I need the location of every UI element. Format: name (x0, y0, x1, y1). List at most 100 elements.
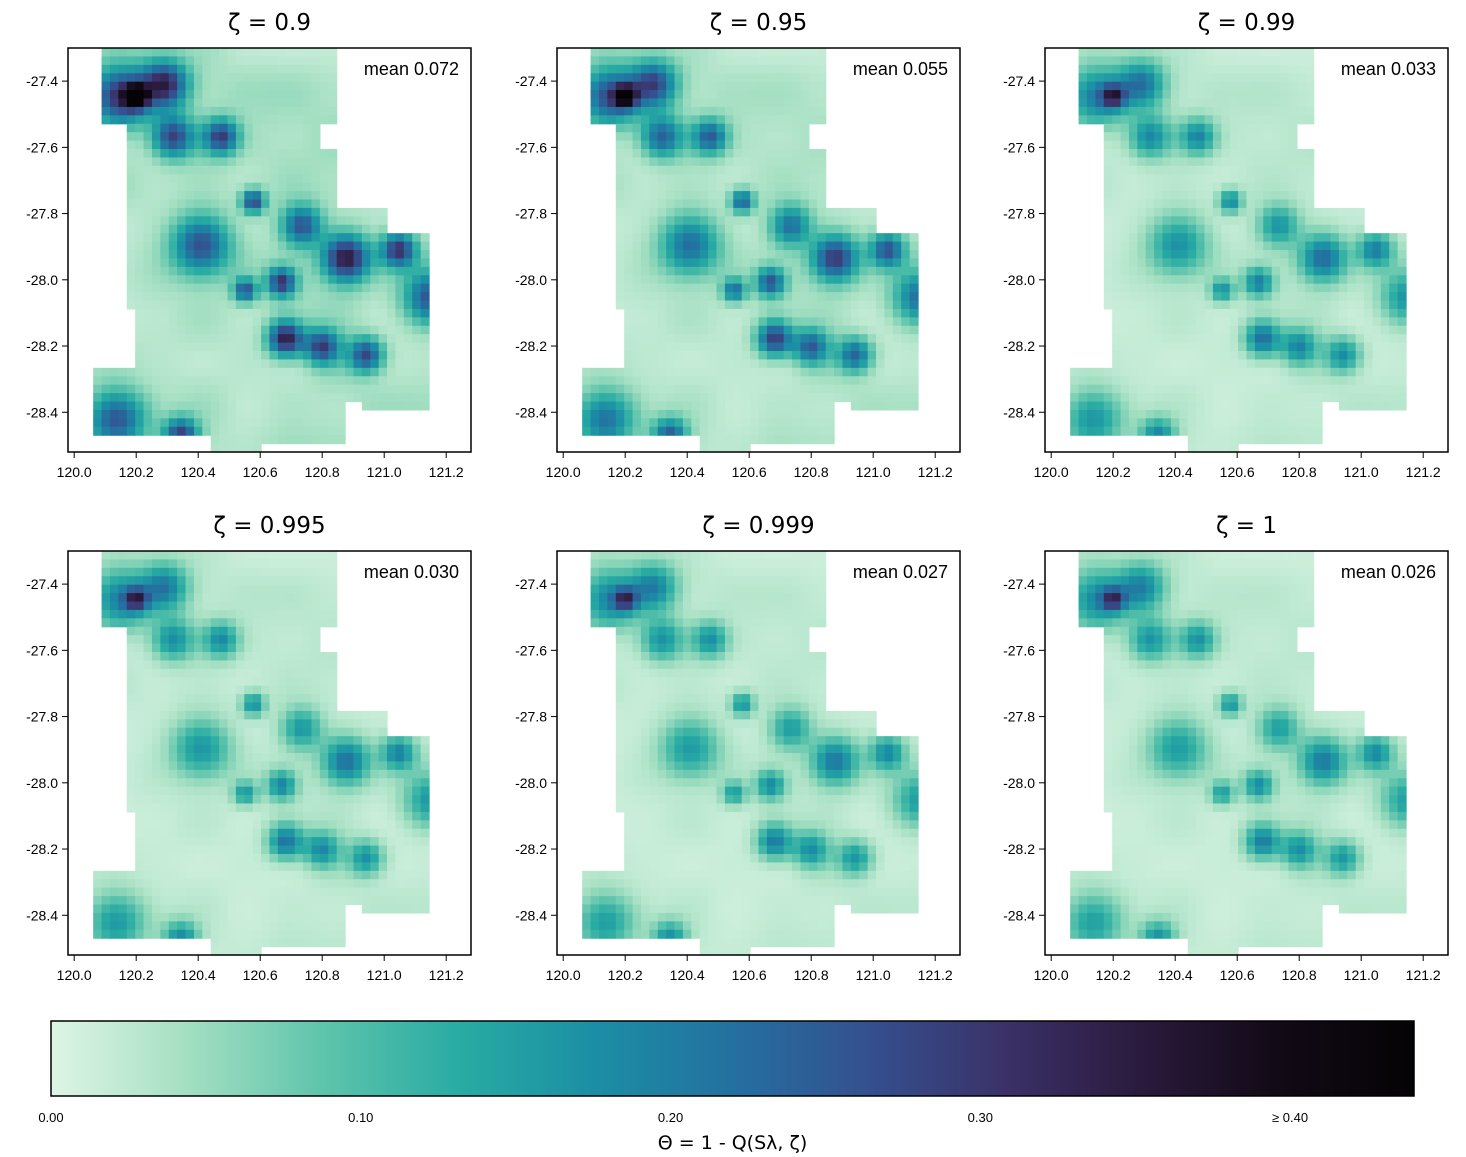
heatmap-cell (135, 887, 145, 897)
heatmap-cell (724, 207, 734, 217)
heatmap-cell (716, 300, 726, 310)
heatmap-cell (775, 149, 785, 159)
heatmap-cell (1263, 191, 1273, 201)
heatmap-cell (1103, 241, 1113, 251)
heatmap-cell (850, 334, 860, 344)
heatmap-cell (1212, 426, 1222, 436)
heatmap-cell (210, 73, 220, 83)
heatmap-cell (328, 325, 338, 335)
heatmap-cell (185, 64, 195, 74)
heatmap-cell (244, 207, 254, 217)
heatmap-cell (420, 334, 430, 344)
heatmap-cell (109, 609, 119, 619)
heatmap-cell (758, 207, 768, 217)
heatmap-cell (118, 870, 128, 880)
heatmap-cell (1254, 233, 1264, 243)
heatmap-cell (1078, 367, 1088, 377)
heatmap-cell (126, 48, 136, 58)
heatmap-cell (909, 367, 919, 377)
heatmap-cell (294, 106, 304, 116)
heatmap-cell (1128, 64, 1138, 74)
heatmap-cell (1389, 393, 1399, 403)
heatmap-cell (1229, 409, 1239, 419)
heatmap-cell (1154, 81, 1164, 91)
heatmap-cell (227, 73, 237, 83)
heatmap-cell (741, 283, 751, 293)
heatmap-cell (303, 98, 313, 108)
heatmap-cell (1204, 140, 1214, 150)
heatmap-cell (412, 241, 422, 251)
heatmap-cell (691, 64, 701, 74)
heatmap-cell (403, 384, 413, 394)
heatmap-cell (624, 149, 634, 159)
heatmap-cell (632, 123, 642, 133)
heatmap-cell (135, 258, 145, 268)
heatmap-cell (884, 275, 894, 285)
heatmap-cell (1288, 157, 1298, 167)
heatmap-cell (378, 216, 388, 226)
heatmap-cell (244, 359, 254, 369)
heatmap-cell (252, 300, 262, 310)
heatmap-cell (160, 123, 170, 133)
heatmap-cell (269, 308, 279, 318)
heatmap-cell (724, 224, 734, 234)
heatmap-cell (624, 334, 634, 344)
heatmap-cell (151, 275, 161, 285)
heatmap-cell (219, 418, 229, 428)
heatmap-cell (353, 334, 363, 344)
heatmap-cell (750, 81, 760, 91)
heatmap-cell (1170, 115, 1180, 125)
y-tick-label: -27.8 (1003, 206, 1035, 222)
heatmap-cell (311, 199, 321, 209)
heatmap-cell (1263, 317, 1273, 327)
heatmap-cell (699, 266, 709, 276)
heatmap-cell (193, 351, 203, 361)
heatmap-cell (649, 73, 659, 83)
heatmap-cell (135, 233, 145, 243)
heatmap-cell (1338, 359, 1348, 369)
heatmap-cell (1196, 182, 1206, 192)
heatmap-cell (185, 250, 195, 260)
heatmap-cell (202, 685, 212, 695)
heatmap-cell (1246, 106, 1256, 116)
heatmap-cell (303, 292, 313, 302)
heatmap-cell (1288, 409, 1298, 419)
heatmap-cell (277, 334, 287, 344)
heatmap-cell (210, 250, 220, 260)
heatmap-cell (93, 426, 103, 436)
heatmap-cell (286, 233, 296, 243)
heatmap-cell (277, 149, 287, 159)
heatmap-cell (1280, 418, 1290, 428)
heatmap-cell (1128, 393, 1138, 403)
heatmap-cell (328, 73, 338, 83)
heatmap-cell (741, 351, 751, 361)
heatmap-cell (817, 191, 827, 201)
heatmap-cell (649, 384, 659, 394)
heatmap-cell (607, 73, 617, 83)
heatmap-cell (657, 351, 667, 361)
heatmap-cell (1162, 123, 1172, 133)
heatmap-cell (1246, 224, 1256, 234)
heatmap-cell (1112, 409, 1122, 419)
heatmap-cell (1179, 258, 1189, 268)
heatmap-cell (1196, 140, 1206, 150)
heatmap-cell (168, 845, 178, 855)
heatmap-cell (624, 98, 634, 108)
heatmap-cell (1204, 132, 1214, 142)
heatmap-cell (269, 409, 279, 419)
heatmap-cell (792, 56, 802, 66)
heatmap-cell (1254, 283, 1264, 293)
heatmap-cell (286, 342, 296, 352)
heatmap-cell (1179, 300, 1189, 310)
heatmap-cell (126, 90, 136, 100)
y-tick-label: -27.4 (515, 73, 547, 89)
heatmap-cell (160, 736, 170, 746)
heatmap-cell (151, 626, 161, 636)
heatmap-cell (168, 98, 178, 108)
heatmap-cell (598, 81, 608, 91)
heatmap-cell (269, 384, 279, 394)
heatmap-cell (160, 845, 170, 855)
heatmap-cell (758, 174, 768, 184)
heatmap-cell (193, 567, 203, 577)
heatmap-cell (118, 601, 128, 611)
